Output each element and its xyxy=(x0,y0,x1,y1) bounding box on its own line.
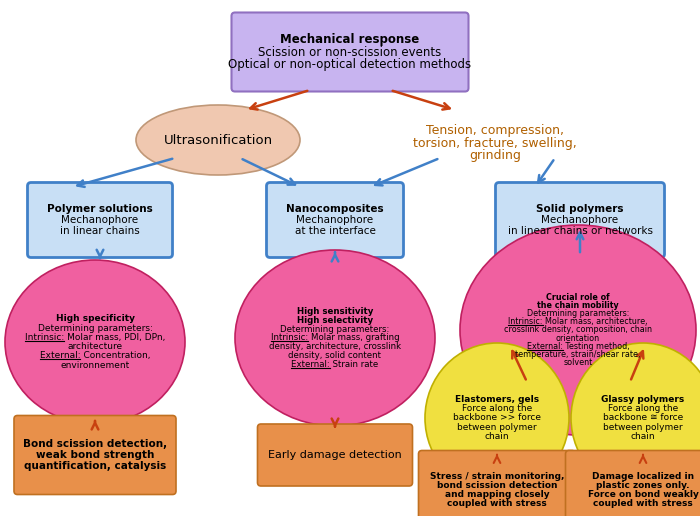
FancyBboxPatch shape xyxy=(566,450,700,516)
Text: Mechanophore: Mechanophore xyxy=(541,215,619,225)
Text: Stress / strain monitoring,: Stress / strain monitoring, xyxy=(430,472,564,481)
Text: Crucial role of: Crucial role of xyxy=(546,293,610,301)
Text: Intrinsic: Molar mass, grafting: Intrinsic: Molar mass, grafting xyxy=(271,333,399,343)
Text: External: Strain rate: External: Strain rate xyxy=(291,360,379,369)
Text: density, architecture, crosslink: density, architecture, crosslink xyxy=(269,342,401,351)
Text: Intrinsic: Molar mass, architecture,: Intrinsic: Molar mass, architecture, xyxy=(508,317,648,326)
Text: Scission or non-scission events: Scission or non-scission events xyxy=(258,45,442,58)
Text: Force on bond weakly: Force on bond weakly xyxy=(587,490,699,499)
Text: Early damage detection: Early damage detection xyxy=(268,450,402,460)
Text: External: Testing method,: External: Testing method, xyxy=(526,342,629,351)
Text: in linear chains or networks: in linear chains or networks xyxy=(508,225,652,236)
Text: weak bond strength: weak bond strength xyxy=(36,450,154,460)
Text: torsion, fracture, swelling,: torsion, fracture, swelling, xyxy=(413,137,577,150)
Ellipse shape xyxy=(136,105,300,175)
FancyBboxPatch shape xyxy=(419,450,575,516)
Text: plastic zones only.: plastic zones only. xyxy=(596,481,690,490)
FancyBboxPatch shape xyxy=(232,12,468,91)
Ellipse shape xyxy=(571,343,700,493)
FancyBboxPatch shape xyxy=(27,183,172,257)
Text: Bond scission detection,: Bond scission detection, xyxy=(23,439,167,449)
Text: environnement: environnement xyxy=(60,361,130,369)
Text: grinding: grinding xyxy=(469,149,521,162)
Text: Polymer solutions: Polymer solutions xyxy=(47,204,153,214)
Text: Elastomers, gels: Elastomers, gels xyxy=(455,395,539,404)
Text: quantification, catalysis: quantification, catalysis xyxy=(24,461,166,471)
Text: in linear chains: in linear chains xyxy=(60,225,140,236)
Ellipse shape xyxy=(425,343,569,493)
Text: between polymer: between polymer xyxy=(603,423,682,432)
Text: High sensitivity: High sensitivity xyxy=(297,307,373,316)
Text: architecture: architecture xyxy=(67,342,122,351)
Text: coupled with stress: coupled with stress xyxy=(447,499,547,508)
Text: Damage localized in: Damage localized in xyxy=(592,472,694,481)
Text: Ultrasonification: Ultrasonification xyxy=(163,134,272,147)
Text: Nanocomposites: Nanocomposites xyxy=(286,204,384,214)
Text: Mechanophore: Mechanophore xyxy=(296,215,374,225)
Ellipse shape xyxy=(5,260,185,424)
Text: crosslink density, composition, chain: crosslink density, composition, chain xyxy=(504,326,652,334)
Text: Intrinsic: Molar mass, PDI, DPn,: Intrinsic: Molar mass, PDI, DPn, xyxy=(25,333,165,342)
Text: bond scission detection: bond scission detection xyxy=(437,481,557,490)
Text: coupled with stress: coupled with stress xyxy=(593,499,693,508)
Text: Solid polymers: Solid polymers xyxy=(536,204,624,214)
Text: Determining parameters:: Determining parameters: xyxy=(38,324,153,333)
Text: Tension, compression,: Tension, compression, xyxy=(426,124,564,137)
Text: Determining parameters:: Determining parameters: xyxy=(527,309,629,318)
Ellipse shape xyxy=(460,225,696,435)
Text: Glassy polymers: Glassy polymers xyxy=(601,395,685,404)
FancyBboxPatch shape xyxy=(496,183,664,257)
Text: backbone >> force: backbone >> force xyxy=(453,413,541,423)
Text: backbone ≅ force: backbone ≅ force xyxy=(603,413,683,423)
Text: Optical or non-optical detection methods: Optical or non-optical detection methods xyxy=(228,58,472,71)
Text: temperature, strain/shear rate,: temperature, strain/shear rate, xyxy=(515,350,641,359)
Text: chain: chain xyxy=(484,432,510,441)
Text: Force along the: Force along the xyxy=(462,404,532,413)
Text: solvent: solvent xyxy=(564,359,593,367)
Text: External: Concentration,: External: Concentration, xyxy=(40,351,150,360)
Text: High selectivity: High selectivity xyxy=(297,316,373,325)
Text: Determining parameters:: Determining parameters: xyxy=(280,325,390,334)
FancyBboxPatch shape xyxy=(258,424,412,486)
Text: density, solid content: density, solid content xyxy=(288,351,382,360)
Text: chain: chain xyxy=(631,432,655,441)
Text: Mechanophore: Mechanophore xyxy=(62,215,139,225)
Text: the chain mobility: the chain mobility xyxy=(537,301,619,310)
Text: Force along the: Force along the xyxy=(608,404,678,413)
Text: at the interface: at the interface xyxy=(295,225,375,236)
Text: between polymer: between polymer xyxy=(457,423,537,432)
FancyBboxPatch shape xyxy=(267,183,403,257)
Ellipse shape xyxy=(235,250,435,426)
FancyBboxPatch shape xyxy=(14,415,176,494)
Text: orientation: orientation xyxy=(556,334,600,343)
Text: and mapping closely: and mapping closely xyxy=(444,490,550,499)
Text: Mechanical response: Mechanical response xyxy=(281,34,419,46)
Text: High specificity: High specificity xyxy=(55,314,134,324)
